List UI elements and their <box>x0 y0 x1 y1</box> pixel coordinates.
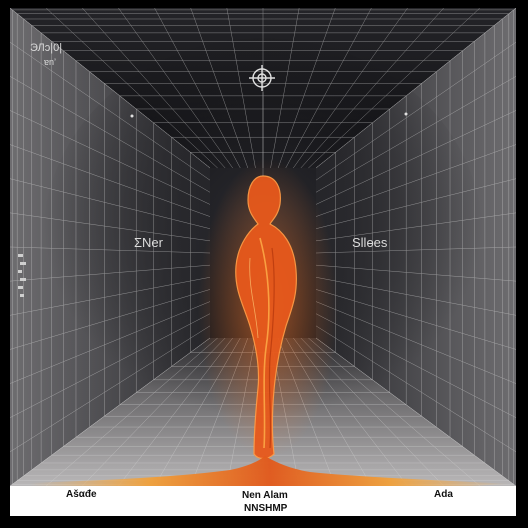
label-left-wall: ΣNer <box>134 237 163 249</box>
grid-room-scene <box>10 8 516 486</box>
caption-bottom-center-1: Nen Alam <box>242 491 288 501</box>
label-top-left-small: ɐn’ <box>44 58 56 67</box>
caption-bottom-left: Ašαđe <box>66 490 97 500</box>
label-right-wall: Sllɵes <box>352 237 387 249</box>
illustration-canvas: ЭЛɔ|0| ɐn’ ΣNer Sllɵes Ašαđe Nen Alam NN… <box>10 8 516 516</box>
label-top-left: ЭЛɔ|0| <box>30 42 62 54</box>
glint-right <box>405 113 408 116</box>
caption-bottom-right: Ada <box>434 490 453 500</box>
caption-bottom-center-2: NNSHMP <box>244 504 287 514</box>
glint-left <box>131 115 134 118</box>
